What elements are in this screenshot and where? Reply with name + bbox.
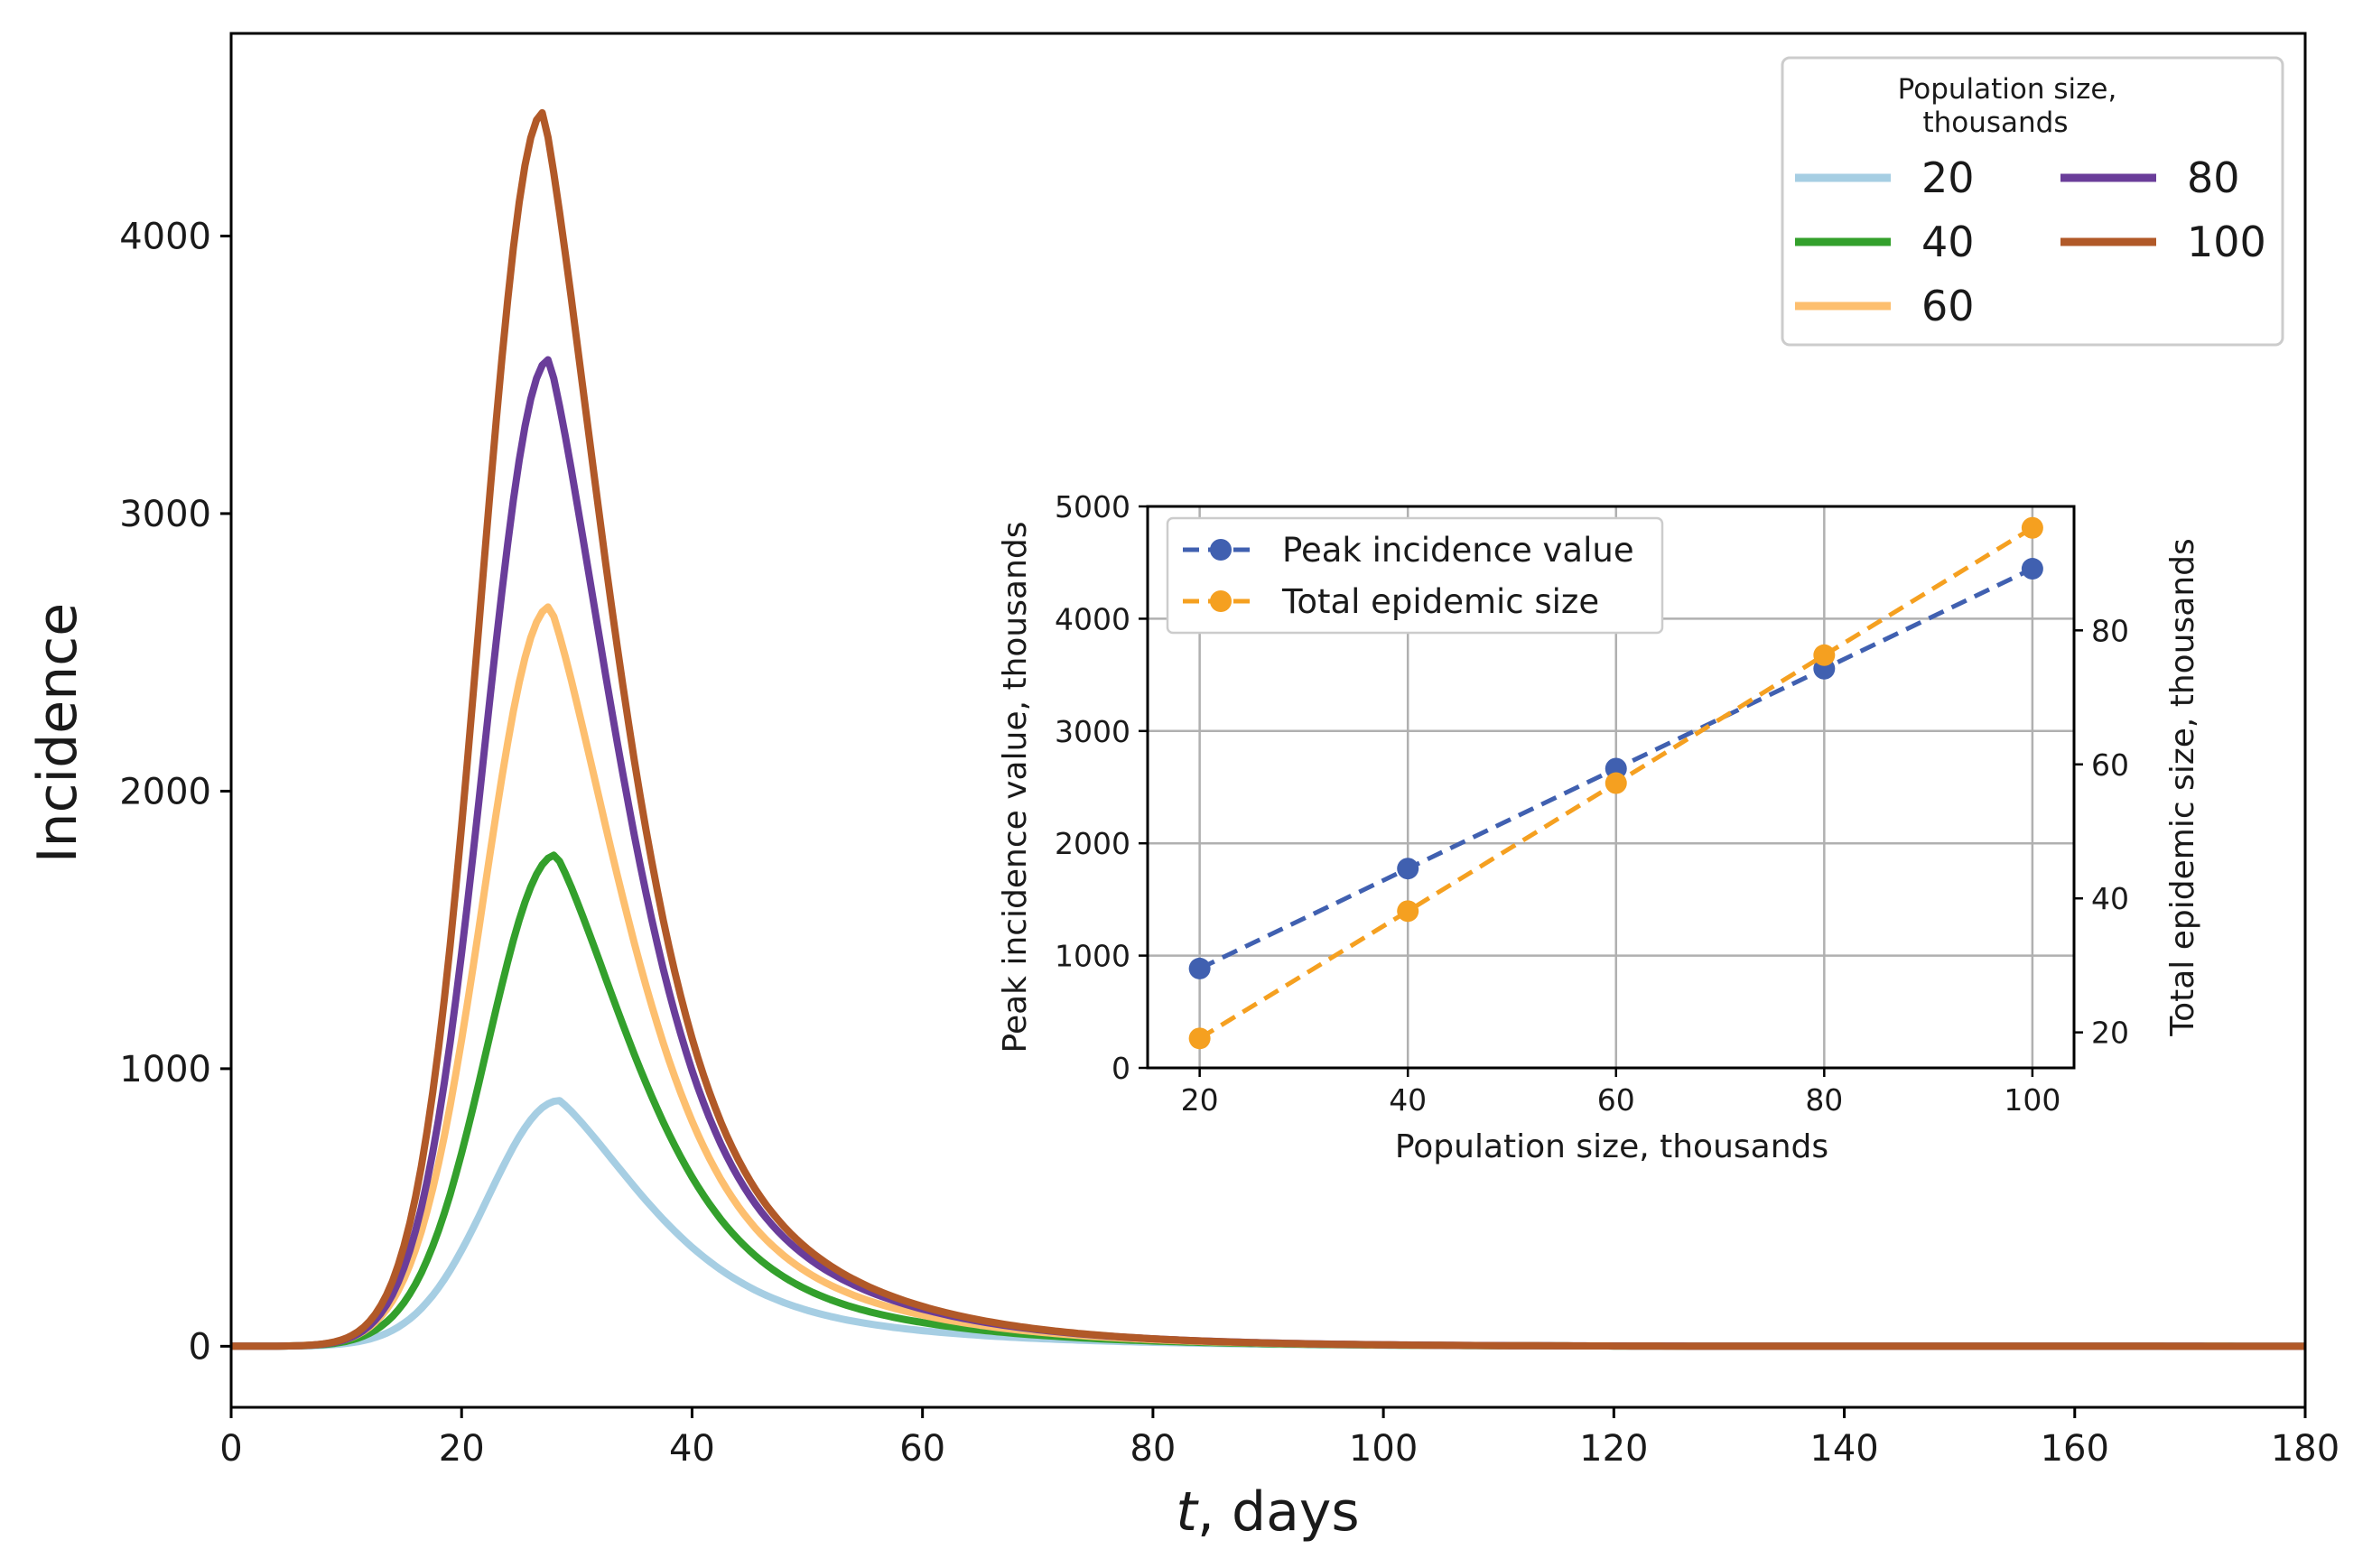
inset-y2-axis-title: Total epidemic size, thousands [2164, 538, 2201, 1037]
inset-point-1-4 [2021, 516, 2043, 539]
main-x-tick-label: 20 [439, 1428, 485, 1470]
legend-label-100: 100 [2187, 218, 2266, 266]
main-x-tick-label: 80 [1130, 1428, 1176, 1470]
main-y-tick-label: 1000 [119, 1049, 211, 1090]
inset-legend-label-0: Peak incidence value [1282, 531, 1634, 570]
inset-y2-tick-label: 80 [2091, 613, 2129, 648]
legend-label-40: 40 [1921, 218, 1975, 266]
main-y-ticks: 0 1000 2000 3000 4000 [119, 216, 231, 1368]
inset-chart: 20 40 60 80 100 0 1000 2000 3000 4000 5000 20 40 60… [997, 489, 2201, 1165]
inset-y-ticks: 0 1000 2000 3000 4000 5000 [1055, 489, 1148, 1086]
main-legend-box [1781, 56, 2284, 347]
main-legend: Population size, thousands 20 40 60 80 100 [1781, 56, 2284, 347]
main-x-axis-unit: , days [1197, 1480, 1360, 1544]
inset-y2-tick-label: 60 [2091, 747, 2129, 783]
main-x-axis-variable: t [1176, 1480, 1199, 1544]
main-y-tick-label: 3000 [119, 494, 211, 535]
legend-label-20: 20 [1921, 153, 1975, 202]
inset-point-0-0 [1188, 957, 1211, 979]
inset-legend-label-1: Total epidemic size [1281, 582, 1599, 621]
inset-point-0-4 [2021, 558, 2043, 580]
legend-label-60: 60 [1921, 282, 1975, 330]
main-x-axis-title: t, days [1176, 1480, 1359, 1544]
main-legend-title-line1: Population size, [1898, 73, 2117, 106]
inset-y-tick-label: 3000 [1055, 714, 1130, 749]
inset-y-tick-label: 2000 [1055, 826, 1130, 861]
inset-point-1-3 [1813, 644, 1836, 666]
inset-point-1-2 [1605, 772, 1627, 794]
inset-y-tick-label: 1000 [1055, 939, 1130, 974]
inset-y2-tick-label: 20 [2091, 1016, 2129, 1051]
inset-legend-marker-0 [1210, 539, 1232, 561]
inset-x-tick-label: 20 [1181, 1082, 1219, 1118]
main-x-tick-label: 120 [1579, 1428, 1648, 1470]
inset-x-tick-label: 60 [1597, 1082, 1635, 1118]
main-chart: 0 20 40 60 80 100 120 140 160 180 010002000300040… [26, 32, 2339, 1544]
main-y-axis-title: Incidence [26, 603, 89, 863]
incidence-curve-100 [230, 108, 2305, 1350]
inset-point-0-1 [1397, 858, 1419, 880]
inset-point-1-1 [1397, 900, 1419, 923]
main-x-tick-label: 180 [2271, 1428, 2339, 1470]
main-series-group [230, 108, 2305, 1350]
inset-y-tick-label: 0 [1112, 1051, 1130, 1086]
main-y-tick-label: 2000 [119, 771, 211, 812]
main-x-tick-label: 140 [1809, 1428, 1878, 1470]
main-y-tick-label: 4000 [119, 216, 211, 257]
inset-x-tick-label: 100 [2004, 1082, 2060, 1118]
main-legend-entries: 20 40 60 80 100 [1795, 153, 2266, 330]
inset-legend-box [1166, 516, 1664, 635]
main-x-tick-label: 100 [1349, 1428, 1418, 1470]
main-x-tick-label: 60 [899, 1428, 945, 1470]
main-x-tick-label: 0 [219, 1428, 242, 1470]
inset-point-1-0 [1188, 1027, 1211, 1050]
inset-legend-entries: Peak incidence value Total epidemic size [1183, 531, 1634, 621]
inset-y-tick-label: 5000 [1055, 489, 1130, 524]
main-y-tick-label: 0 [189, 1326, 211, 1368]
main-x-tick-label: 40 [669, 1428, 715, 1470]
inset-x-axis-title: Population size, thousands [1395, 1128, 1828, 1165]
main-legend-title-line2: thousands [1922, 107, 2068, 139]
legend-label-80: 80 [2187, 153, 2240, 202]
inset-x-ticks: 20 40 60 80 100 [1181, 1068, 2060, 1118]
inset-y-tick-label: 4000 [1055, 601, 1130, 636]
inset-x-tick-label: 80 [1805, 1082, 1843, 1118]
inset-x-tick-label: 40 [1389, 1082, 1427, 1118]
inset-y-axis-title: Peak incidence value, thousands [997, 522, 1034, 1053]
inset-legend-marker-1 [1210, 590, 1232, 612]
inset-series-group [1188, 516, 2043, 1050]
inset-y2-ticks: 20 40 60 80 [2074, 613, 2129, 1051]
main-x-ticks: 0 20 40 60 80 100 120 140 160 180 [219, 1407, 2339, 1470]
main-x-tick-label: 160 [2041, 1428, 2109, 1470]
main-plot-frame [229, 32, 2307, 1409]
inset-plot-frame [1146, 505, 2076, 1070]
inset-legend: Peak incidence value Total epidemic size [1166, 516, 1664, 635]
inset-y2-tick-label: 40 [2091, 881, 2129, 916]
